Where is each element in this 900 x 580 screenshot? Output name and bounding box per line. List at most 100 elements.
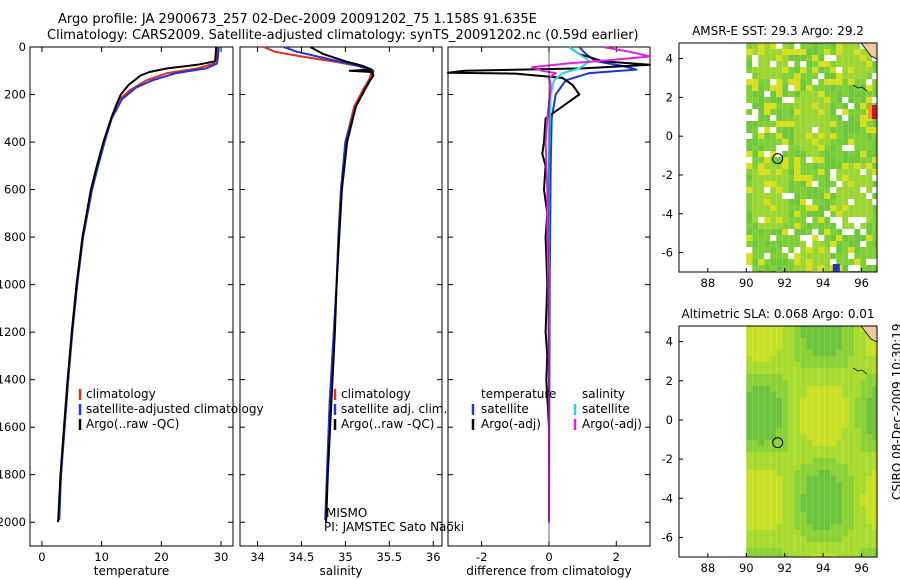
map-cell [872,386,877,392]
map-cell [818,91,825,97]
salinity-panel: 34 34.5 35 35.5 36salinityclimatologysatelli… [239,46,464,578]
map-cell [752,416,759,422]
sla_map-ytick-label: 0 [666,413,673,427]
map-cell [866,253,873,259]
map-cell [806,482,813,488]
map-cell [836,416,843,422]
map-cell [860,217,867,223]
map-cell [800,211,807,217]
map-cell [812,350,819,356]
map-cell [848,43,855,49]
map-cell [824,398,831,404]
map-cell [824,356,831,362]
map-cell [818,253,825,259]
map-cell [848,211,855,217]
map-cell [782,476,789,482]
map-cell [788,440,795,446]
series-temperature-argo-adj- [447,46,651,523]
map-cell [818,410,825,416]
map-cell [860,518,867,524]
map-cell [860,386,867,392]
map-cell [770,464,777,470]
map-cell [764,127,771,133]
sla_map-xtick-label: 88 [701,561,716,575]
map-cell [788,410,795,416]
map-cell [764,199,771,205]
map-cell [866,398,873,404]
map-cell [812,91,819,97]
map-cell [752,151,759,157]
map-cell [770,554,777,557]
map-cell [770,67,777,73]
legend-label: satellite [582,402,630,416]
temperature-ytick-label: 400 [4,135,26,149]
map-cell [842,356,849,362]
map-cell [782,259,789,265]
map-cell [812,157,819,163]
map-cell [800,524,807,530]
map-cell [788,205,795,211]
map-cell [788,91,795,97]
map-cell [848,187,855,193]
map-cell [824,464,831,470]
map-cell [824,223,831,229]
map-cell [752,181,759,187]
map-cell [848,362,855,368]
map-cell [764,109,771,115]
map-cell [830,127,837,133]
map-cell [806,434,813,440]
map-cell [806,145,813,151]
map-cell [854,91,861,97]
map-cell [782,368,789,374]
map-cell [860,205,867,211]
map-cell [782,223,789,229]
map-cell [776,109,783,115]
map-cell [842,362,849,368]
map-cell [770,103,777,109]
map-cell [776,542,783,548]
map-cell [854,115,861,121]
map-cell [860,338,867,344]
map-cell [836,259,843,265]
legend-label: climatology [86,387,156,401]
map-cell [794,338,801,344]
map-cell [842,350,849,356]
map-cell [794,175,801,181]
map-cell [848,193,855,199]
map-cell [818,404,825,410]
map-cell [830,121,837,127]
map-cell [818,79,825,85]
salinity-xtick-label: 34 [250,550,265,564]
map-cell [842,109,849,115]
map-cell [848,103,855,109]
map-cell [860,241,867,247]
map-cell [866,488,873,494]
map-cell [836,458,843,464]
map-cell [860,61,867,67]
map-cell [764,169,771,175]
map-cell [824,410,831,416]
map-cell [812,488,819,494]
map-cell [764,67,771,73]
map-cell [776,524,783,530]
map-cell [854,193,861,199]
map-cell [770,181,777,187]
map-cell [752,488,759,494]
map-cell [806,398,813,404]
map-cell [800,470,807,476]
map-cell [788,554,795,557]
map-cell [860,392,867,398]
map-cell [836,193,843,199]
map-cell [836,241,843,247]
map-cell [788,446,795,452]
map-cell [872,374,877,380]
map-cell [770,199,777,205]
map-cell [770,470,777,476]
map-cell [764,464,771,470]
map-cell [770,229,777,235]
map-cell [830,524,837,530]
map-cell [848,434,855,440]
map-cell [812,223,819,229]
map-cell [866,127,873,133]
map-cell [764,103,771,109]
